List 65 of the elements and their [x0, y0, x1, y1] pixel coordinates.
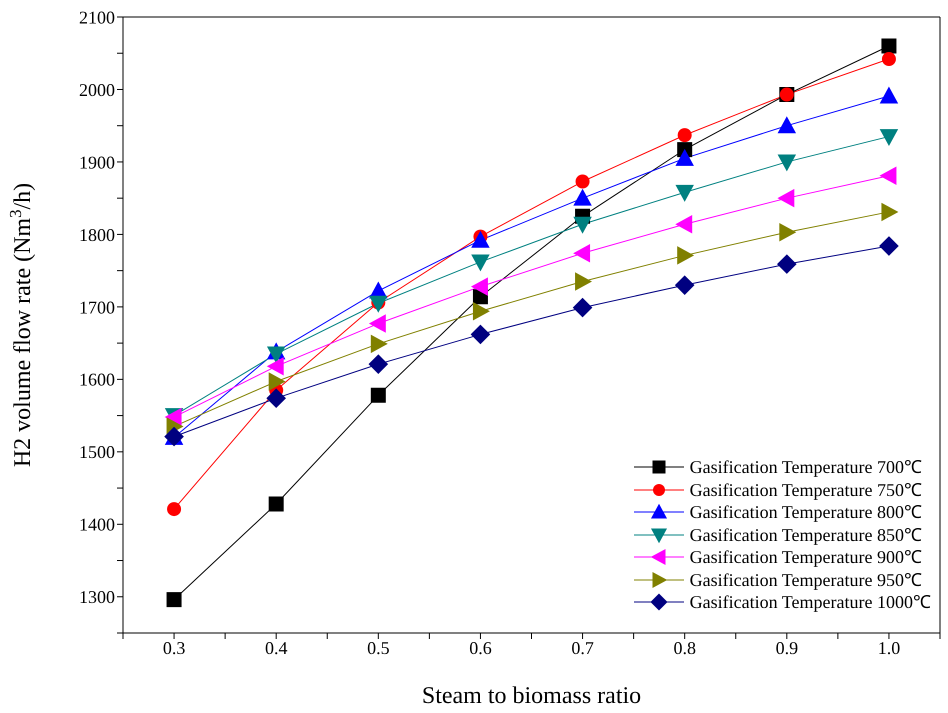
y-tick-label: 1400 — [79, 514, 115, 535]
x-tick-label: 0.3 — [162, 638, 186, 658]
x-tick-label: 0.7 — [571, 638, 594, 658]
point — [369, 314, 386, 332]
point — [370, 388, 386, 403]
point — [778, 116, 796, 134]
point — [677, 246, 694, 264]
point — [778, 154, 796, 171]
point — [268, 372, 286, 390]
point — [370, 334, 388, 353]
point — [472, 302, 490, 320]
point — [166, 592, 182, 608]
point — [881, 203, 898, 221]
point — [574, 216, 592, 234]
point — [882, 52, 896, 66]
y-tick-label: 1600 — [79, 370, 115, 390]
point — [676, 215, 692, 234]
x-tick-label: 0.8 — [673, 638, 696, 658]
point — [676, 184, 694, 202]
point — [880, 129, 898, 146]
point — [779, 223, 796, 242]
point — [880, 166, 896, 185]
point — [881, 38, 896, 54]
point — [675, 276, 694, 295]
y-tick-label: 2100 — [79, 7, 115, 28]
legend-label: Gasification Temperature 900℃ — [690, 546, 922, 568]
point — [472, 278, 488, 296]
point — [576, 174, 590, 189]
point — [574, 189, 592, 206]
y-tick-label: 1900 — [79, 152, 115, 172]
x-tick-label: 0.4 — [264, 638, 288, 658]
point — [575, 272, 592, 290]
legend-label: Gasification Temperature 750℃ — [690, 478, 922, 501]
point — [472, 254, 490, 271]
legend-label: Gasification Temperature 700℃ — [690, 456, 922, 478]
x-tick-label: 0.9 — [776, 638, 798, 658]
legend-label: Gasification Temperature 850℃ — [690, 524, 922, 546]
point — [880, 87, 898, 104]
point — [266, 388, 286, 408]
point — [572, 298, 592, 318]
point — [167, 502, 182, 516]
y-tick-label: 1700 — [79, 297, 115, 318]
x-axis-title: Steam to biomass ratio — [422, 683, 642, 709]
point — [267, 346, 286, 363]
legend-label: Gasification Temperature 950℃ — [690, 568, 922, 591]
point — [368, 354, 388, 374]
point — [472, 231, 490, 248]
y-tick-label: 2000 — [79, 80, 115, 100]
point — [574, 244, 590, 262]
point — [879, 236, 899, 256]
point — [678, 128, 692, 142]
y-tick-label: 1800 — [79, 224, 115, 245]
x-tick-label: 1.0 — [878, 638, 900, 658]
point — [778, 189, 794, 208]
y-tick-label: 1500 — [79, 442, 115, 462]
point — [676, 149, 694, 166]
y-tick-label: 1300 — [79, 587, 115, 608]
point — [777, 254, 796, 274]
point — [470, 324, 490, 344]
legend-label: Gasification Temperature 1000℃ — [690, 591, 931, 614]
legend-label: Gasification Temperature 800℃ — [690, 501, 922, 524]
x-tick-label: 0.5 — [367, 638, 390, 658]
x-tick-label: 0.6 — [469, 638, 492, 658]
point — [268, 496, 284, 512]
point — [267, 357, 284, 376]
